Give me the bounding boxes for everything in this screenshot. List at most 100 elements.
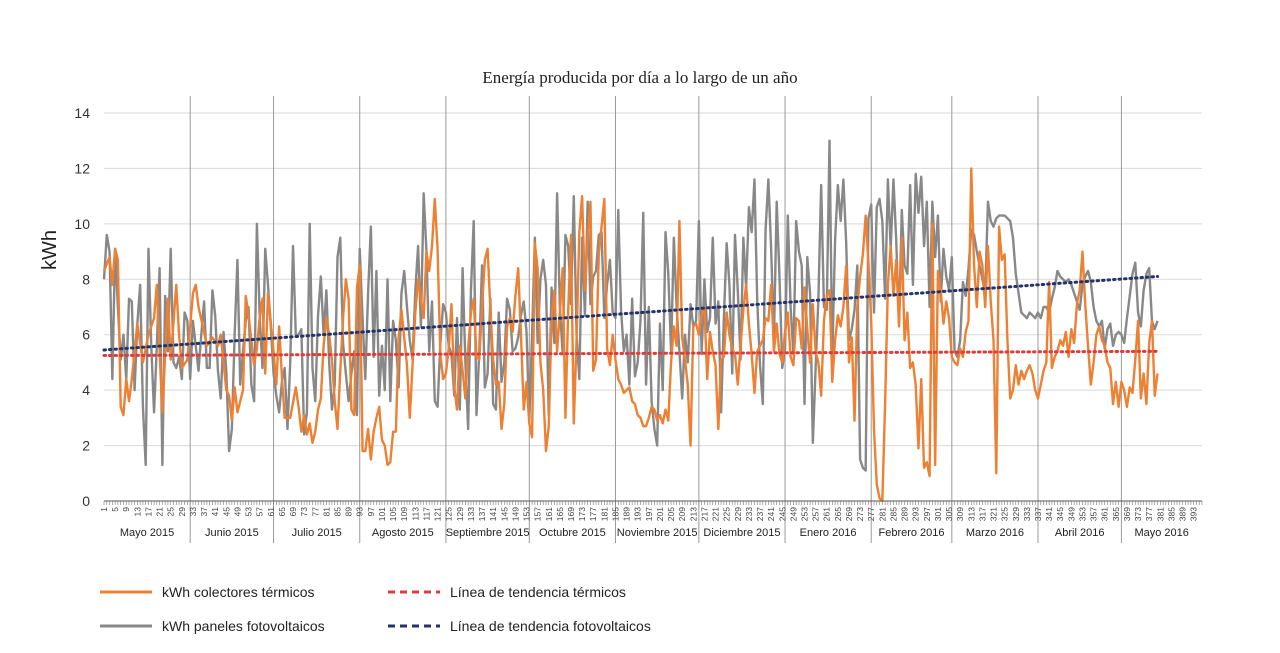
x-tick-label: 369 xyxy=(1122,507,1132,521)
x-tick-label: 317 xyxy=(977,507,987,521)
x-tick-label: 253 xyxy=(799,507,809,521)
x-tick-label: 377 xyxy=(1144,507,1154,521)
x-tick-label: 389 xyxy=(1178,507,1188,521)
x-tick-label: 301 xyxy=(933,507,943,521)
month-label: Agosto 2015 xyxy=(372,527,434,539)
series-layer xyxy=(102,139,1160,503)
x-tick-label: 73 xyxy=(299,507,309,517)
x-tick-label: 157 xyxy=(533,507,543,521)
x-tick-label: 345 xyxy=(1055,507,1065,521)
x-tick-label: 209 xyxy=(677,507,687,521)
x-tick-label: 41 xyxy=(210,507,220,517)
x-tick-label: 393 xyxy=(1189,507,1199,521)
month-label: Mayo 2015 xyxy=(120,527,174,539)
month-label: Diciembre 2015 xyxy=(703,527,780,539)
x-tick-label: 129 xyxy=(455,507,465,521)
x-tick-label: 169 xyxy=(566,507,576,521)
x-tick-label: 205 xyxy=(666,507,676,521)
y-tick-label: 14 xyxy=(74,105,90,121)
x-tick-label: 197 xyxy=(644,507,654,521)
x-tick-label: 281 xyxy=(877,507,887,521)
x-tick-label: 265 xyxy=(833,507,843,521)
x-tick-label: 249 xyxy=(788,507,798,521)
legend-label: kWh colectores térmicos xyxy=(162,584,314,600)
x-tick-label: 181 xyxy=(599,507,609,521)
month-label: Mayo 2016 xyxy=(1134,527,1188,539)
x-tick-label: 357 xyxy=(1089,507,1099,521)
x-tick-label: 149 xyxy=(510,507,520,521)
x-tick-label: 25 xyxy=(166,507,176,517)
line-series xyxy=(102,167,1159,503)
x-tick-label: 321 xyxy=(989,507,999,521)
x-tick-label: 381 xyxy=(1155,507,1165,521)
x-tick-label: 309 xyxy=(955,507,965,521)
x-tick-label: 141 xyxy=(488,507,498,521)
x-tick-label: 329 xyxy=(1011,507,1021,521)
x-tick-label: 125 xyxy=(444,507,454,521)
x-tick-label: 21 xyxy=(155,507,165,517)
x-tick-label: 293 xyxy=(911,507,921,521)
x-tick-label: 65 xyxy=(277,507,287,517)
x-tick-label: 173 xyxy=(577,507,587,521)
x-tick-label: 105 xyxy=(388,507,398,521)
month-label: Septiembre 2015 xyxy=(446,527,530,539)
x-tick-label: 349 xyxy=(1066,507,1076,521)
x-tick-label: 113 xyxy=(410,507,420,521)
x-tick-label: 145 xyxy=(499,507,509,521)
month-label: Junio 2015 xyxy=(205,527,259,539)
x-tick-label: 193 xyxy=(633,507,643,521)
month-label: Marzo 2016 xyxy=(966,527,1024,539)
x-tick-label: 241 xyxy=(766,507,776,521)
y-tick-label: 2 xyxy=(82,438,90,454)
x-tick-label: 85 xyxy=(332,507,342,517)
legend: kWh colectores térmicos kWh paneles fotov… xyxy=(100,584,651,634)
line-series xyxy=(102,139,1159,472)
x-tick-label: 57 xyxy=(255,507,265,517)
x-tick-label: 305 xyxy=(944,507,954,521)
x-tick-label: 261 xyxy=(822,507,832,521)
month-label: Julio 2015 xyxy=(292,527,342,539)
x-tick-label: 33 xyxy=(188,507,198,517)
x-tick-label: 101 xyxy=(377,507,387,521)
x-tick-label: 161 xyxy=(544,507,554,521)
month-separators xyxy=(189,96,1122,543)
x-tick-label: 213 xyxy=(688,507,698,521)
trendline-series xyxy=(102,275,1160,352)
chart-title: Energía producida por día a lo largo de … xyxy=(482,68,797,87)
y-tick-label: 12 xyxy=(74,160,90,176)
y-tick-label: 0 xyxy=(82,493,90,509)
x-tick-label: 1 xyxy=(99,507,109,512)
x-tick-label: 93 xyxy=(355,507,365,517)
x-tick-label: 49 xyxy=(232,507,242,517)
legend-label: Línea de tendencia fotovoltaicos xyxy=(450,618,651,634)
x-tick-label: 217 xyxy=(699,507,709,521)
x-tick-label: 117 xyxy=(421,507,431,521)
month-label: Noviembre 2015 xyxy=(617,527,698,539)
x-tick-label: 257 xyxy=(811,507,821,521)
x-tick-label: 373 xyxy=(1133,507,1143,521)
grid-layer xyxy=(104,112,1202,447)
x-tick-label: 313 xyxy=(966,507,976,521)
x-tick-label: 221 xyxy=(711,507,721,521)
month-label: Enero 2016 xyxy=(800,527,857,539)
x-tick-label: 45 xyxy=(221,507,231,517)
x-tick-label: 365 xyxy=(1111,507,1121,521)
x-tick-label: 185 xyxy=(610,507,620,521)
month-label: Febrero 2016 xyxy=(878,527,944,539)
x-tick-label: 385 xyxy=(1166,507,1176,521)
x-tick-label: 9 xyxy=(121,507,131,512)
x-tick-label: 53 xyxy=(244,507,254,517)
month-label: Abril 2016 xyxy=(1055,527,1105,539)
x-tick-label: 341 xyxy=(1044,507,1054,521)
y-tick-label: 6 xyxy=(82,327,90,343)
x-tick-label: 89 xyxy=(344,507,354,517)
x-tick-label: 77 xyxy=(310,507,320,517)
x-tick-label: 165 xyxy=(555,507,565,521)
x-tick-label: 277 xyxy=(866,507,876,521)
x-tick-label: 333 xyxy=(1022,507,1032,521)
month-label: Octubre 2015 xyxy=(539,527,606,539)
x-tick-label: 237 xyxy=(755,507,765,521)
x-tick-label: 133 xyxy=(466,507,476,521)
